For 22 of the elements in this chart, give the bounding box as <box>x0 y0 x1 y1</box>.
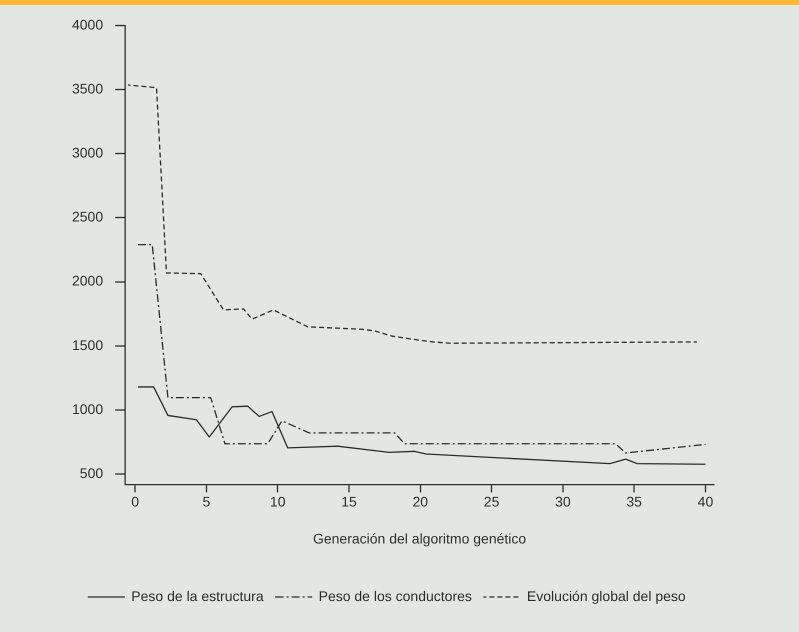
legend-label: Peso de los conductores <box>318 588 472 604</box>
x-tick-label: 40 <box>698 494 714 510</box>
y-tick-label: 1500 <box>72 336 104 353</box>
x-axis-title: Generación del algoritmo genético <box>312 530 526 546</box>
y-tick-label: 500 <box>80 465 104 481</box>
x-tick-label: 10 <box>270 494 286 510</box>
legend-label: Peso de la estructura <box>131 588 264 604</box>
y-tick-label: 4000 <box>72 16 104 32</box>
x-tick-label: 20 <box>412 494 428 510</box>
x-tick-label: 35 <box>626 494 642 510</box>
line-series <box>127 84 698 344</box>
y-tick-label: 1000 <box>72 400 104 417</box>
x-tick-label: 30 <box>555 494 571 510</box>
x-tick-label: 15 <box>341 494 357 510</box>
y-tick-label: 3500 <box>72 80 104 96</box>
x-tick-label: 5 <box>202 494 211 510</box>
y-tick-label: 3000 <box>72 144 104 160</box>
legend-label: Evolución global del peso <box>526 588 686 604</box>
x-tick-label: 0 <box>131 494 140 510</box>
y-tick-label: 2500 <box>72 208 104 225</box>
y-tick-label: 2000 <box>72 272 104 289</box>
x-tick-label: 25 <box>484 494 500 510</box>
